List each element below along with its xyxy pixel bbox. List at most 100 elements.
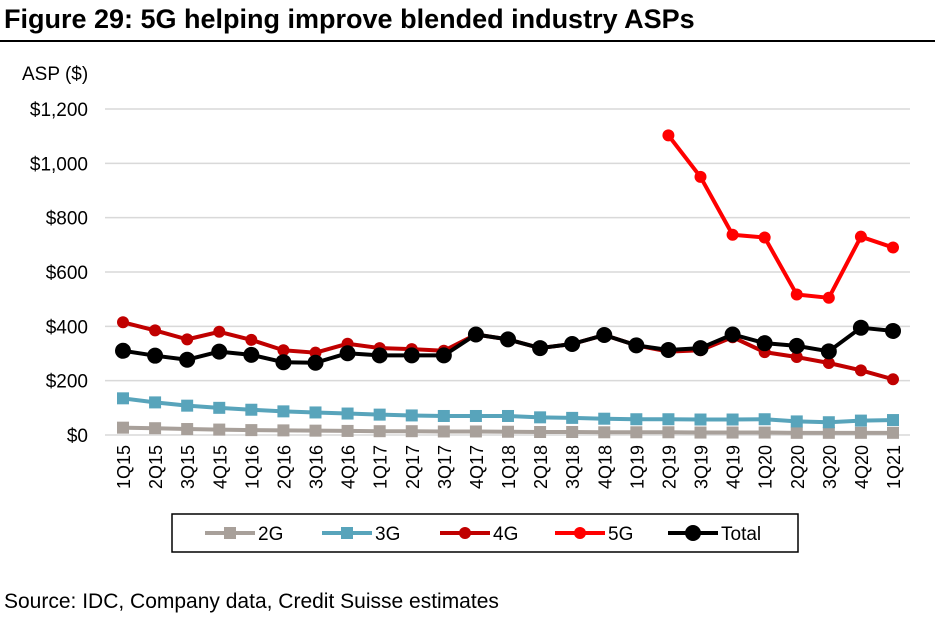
data-point-total xyxy=(564,335,581,352)
y-tick-label: $1,200 xyxy=(30,100,88,121)
data-point-total xyxy=(724,326,741,343)
data-point-5g xyxy=(822,291,835,304)
x-tick-label: 3Q20 xyxy=(820,445,840,489)
data-point-total xyxy=(756,335,773,352)
data-point-4g xyxy=(213,325,226,338)
data-point-2g xyxy=(309,424,322,437)
data-point-2g xyxy=(181,423,194,436)
legend-label-5g: 5G xyxy=(608,524,633,545)
data-point-total xyxy=(692,340,709,357)
data-point-3g xyxy=(598,412,611,425)
x-tick-label: 2Q16 xyxy=(274,445,294,489)
legend-label-total: Total xyxy=(721,524,761,545)
x-tick-label: 4Q19 xyxy=(724,445,744,489)
data-point-3g xyxy=(887,414,899,427)
data-point-5g xyxy=(694,170,707,183)
data-point-4g xyxy=(887,373,899,386)
x-tick-label: 1Q17 xyxy=(371,445,391,489)
data-point-2g xyxy=(534,426,547,439)
data-point-3g xyxy=(309,406,322,419)
data-point-3g xyxy=(469,409,482,422)
data-point-3g xyxy=(405,409,418,422)
data-point-3g xyxy=(149,396,162,409)
data-point-total xyxy=(243,346,260,363)
y-tick-label: $1,000 xyxy=(30,154,88,175)
data-point-5g xyxy=(662,129,675,142)
data-point-total xyxy=(500,331,516,348)
data-point-2g xyxy=(694,426,707,439)
data-point-3g xyxy=(534,411,547,424)
x-tick-label: 3Q18 xyxy=(563,445,583,489)
data-point-total xyxy=(179,351,196,368)
data-point-total xyxy=(628,337,645,354)
data-point-3g xyxy=(502,409,514,422)
data-point-2g xyxy=(213,423,226,436)
x-tick-label: 2Q17 xyxy=(403,445,423,489)
data-point-3g xyxy=(566,411,579,424)
data-point-total xyxy=(660,341,677,358)
legend-marker-5g xyxy=(574,527,586,539)
data-point-3g xyxy=(181,399,194,412)
data-point-3g xyxy=(245,403,258,416)
data-point-5g xyxy=(887,241,899,254)
data-point-total xyxy=(275,354,292,371)
data-point-total xyxy=(467,326,484,343)
data-point-2g xyxy=(566,426,579,439)
data-point-total xyxy=(371,347,388,364)
data-point-2g xyxy=(502,425,514,438)
data-point-2g xyxy=(726,426,739,439)
legend-label-2g: 2G xyxy=(258,524,283,545)
source-note: Source: IDC, Company data, Credit Suisse… xyxy=(4,590,499,613)
data-point-3g xyxy=(373,408,386,421)
data-point-4g xyxy=(277,344,290,357)
data-point-total xyxy=(147,347,164,364)
data-point-2g xyxy=(822,426,835,439)
data-point-2g xyxy=(149,422,162,435)
x-tick-label: 3Q16 xyxy=(307,445,327,489)
x-tick-label: 4Q15 xyxy=(210,445,230,489)
data-point-4g xyxy=(117,316,129,329)
x-tick-label: 4Q20 xyxy=(852,445,872,489)
data-point-2g xyxy=(662,426,675,439)
x-tick-label: 2Q18 xyxy=(531,445,551,489)
x-tick-label: 1Q15 xyxy=(114,445,134,489)
data-point-3g xyxy=(854,414,867,427)
data-point-2g xyxy=(887,426,899,439)
x-tick-label: 2Q20 xyxy=(788,445,808,489)
x-tick-label: 2Q19 xyxy=(659,445,679,489)
data-point-total xyxy=(307,354,324,371)
x-tick-label: 1Q20 xyxy=(756,445,776,489)
series-line-5g xyxy=(666,134,894,300)
x-tick-label: 1Q16 xyxy=(242,445,262,489)
y-tick-label: $800 xyxy=(46,209,88,230)
data-point-2g xyxy=(405,425,418,438)
x-tick-label: 4Q16 xyxy=(339,445,359,489)
line-chart: ASP ($) $0 $200 $400 $600 $800 $1,000 $1,200 1Q… xyxy=(22,64,910,553)
data-point-2g xyxy=(373,425,386,438)
data-point-total xyxy=(115,342,131,359)
x-tick-label: 3Q15 xyxy=(178,445,198,489)
x-tick-label: 1Q19 xyxy=(627,445,647,489)
data-point-total xyxy=(403,347,420,364)
data-point-2g xyxy=(630,426,643,439)
data-point-3g xyxy=(758,413,771,426)
x-tick-label: 3Q17 xyxy=(435,445,455,489)
data-point-3g xyxy=(630,413,643,426)
data-point-2g xyxy=(437,425,450,438)
data-point-3g xyxy=(341,407,354,420)
data-point-4g xyxy=(822,357,835,370)
data-point-3g xyxy=(437,409,450,422)
data-point-3g xyxy=(277,405,290,418)
x-tick-label: 2Q15 xyxy=(146,445,166,489)
data-point-2g xyxy=(117,421,129,434)
data-point-5g xyxy=(854,230,867,243)
data-point-2g xyxy=(341,424,354,437)
data-point-total xyxy=(788,337,805,354)
data-point-2g xyxy=(469,425,482,438)
data-point-3g xyxy=(213,401,226,414)
data-point-total xyxy=(820,343,837,360)
data-point-total xyxy=(435,347,452,364)
data-point-total xyxy=(596,327,613,344)
y-tick-label: $600 xyxy=(46,263,88,284)
data-point-2g xyxy=(758,426,771,439)
